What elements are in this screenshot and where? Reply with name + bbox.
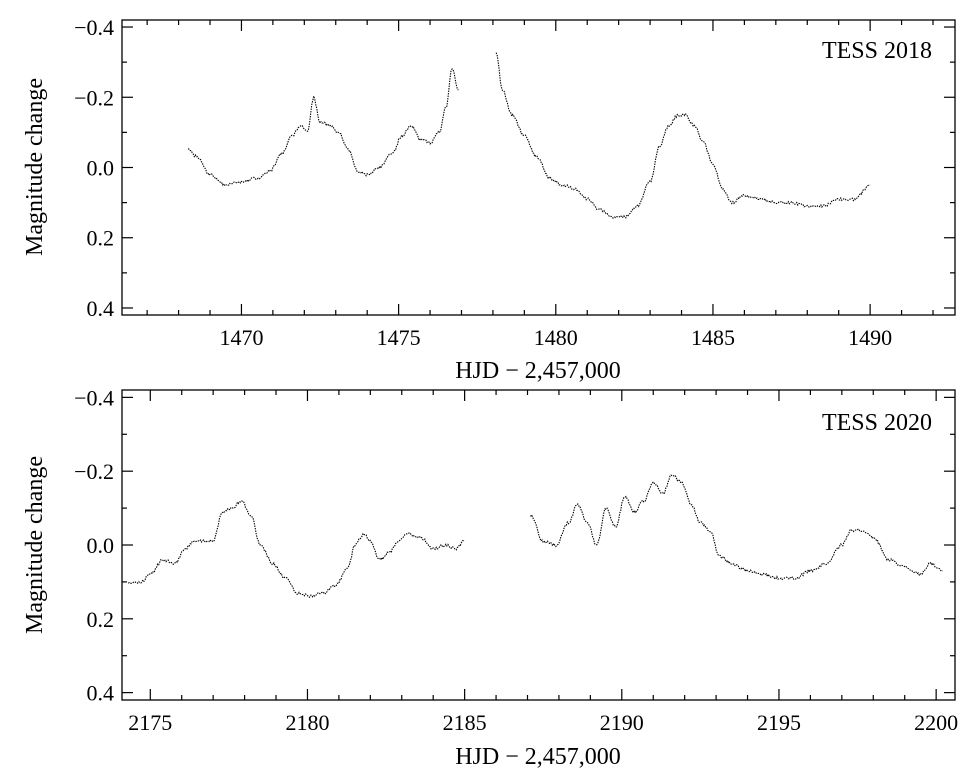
ticks [122,390,955,700]
y-tick-label: −0.4 [74,385,114,410]
y-tick-label: 0.4 [87,681,115,706]
x-tick-label: 2175 [128,710,172,735]
ticks [122,20,955,315]
y-tick-label: 0.0 [87,533,115,558]
x-tick-label: 2190 [600,710,644,735]
panel-label: TESS 2020 [822,410,932,436]
y-tick-label: 0.2 [87,607,115,632]
x-tick-label: 1475 [377,325,421,350]
x-tick-label: 1485 [691,325,735,350]
x-tick-label: 2195 [757,710,801,735]
x-tick-label: 1480 [534,325,578,350]
light-curve-series [127,500,465,598]
y-axis-title: Magnitude change [22,456,48,634]
y-tick-label: −0.2 [74,85,114,110]
panel-label: TESS 2018 [822,38,932,64]
y-tick-label: −0.4 [74,15,114,40]
y-tick-label: −0.2 [74,459,114,484]
y-tick-label: 0.2 [87,226,115,251]
plot-frame [121,19,956,316]
tick-labels: 2175 2180 2185 2190 2195 2200 −0.4 −0.2 0.0 0.2 0.… [74,385,958,735]
light-curve-series [187,68,459,187]
data-points [127,474,943,598]
y-tick-label: 0.4 [87,296,115,321]
tick-labels: 1470 1475 1480 1485 1490 −0.4 −0.2 0.0 0.2 0.4 [74,15,892,350]
x-tick-label: 1470 [219,325,263,350]
light-curve-series [495,52,871,219]
x-tick-label: 2200 [914,710,958,735]
x-tick-label: 1490 [848,325,892,350]
y-axis-title: Magnitude change [22,78,48,256]
plot-frame [121,389,956,701]
x-axis-title: HJD − 2,457,000 [455,358,621,384]
panel-tess-2018: 1470 1475 1480 1485 1490 −0.4 −0.2 0.0 0.2 0.4 TE… [22,15,956,384]
x-axis-title: HJD − 2,457,000 [455,744,621,770]
y-tick-label: 0.0 [87,156,115,181]
light-curve-series [530,474,943,581]
x-tick-label: 2185 [443,710,487,735]
data-points [187,52,871,219]
x-tick-label: 2180 [285,710,329,735]
panel-tess-2020: 2175 2180 2185 2190 2195 2200 −0.4 −0.2 0.0 0.2 0.… [22,385,958,770]
